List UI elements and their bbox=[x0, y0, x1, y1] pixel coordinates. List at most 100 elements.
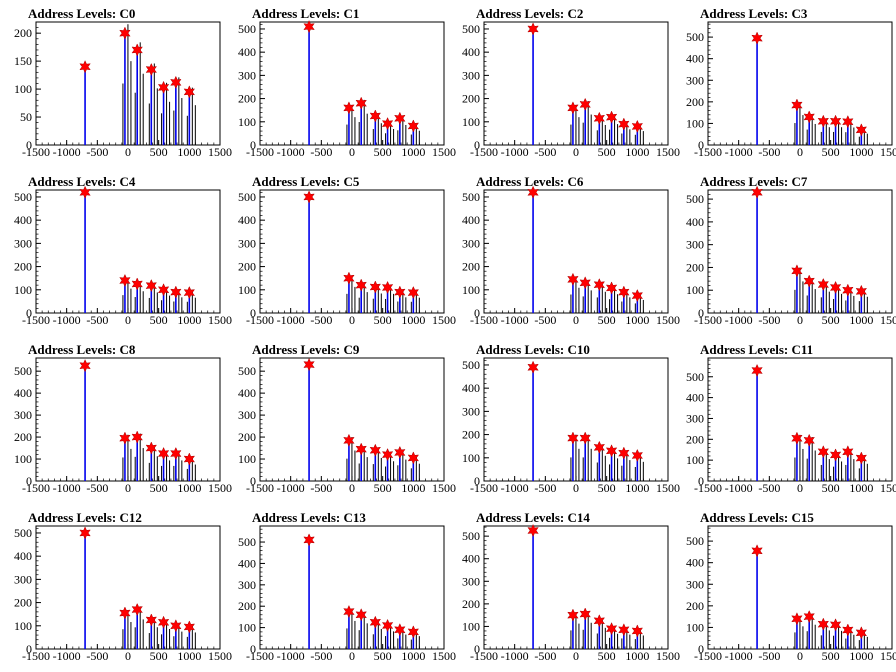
peak-star bbox=[803, 433, 815, 447]
x-tick-label: 500 bbox=[822, 481, 840, 495]
y-tick-label: 0 bbox=[250, 138, 256, 152]
chart-title: Address Levels: C14 bbox=[476, 510, 590, 525]
x-tick-label: 1000 bbox=[401, 313, 425, 327]
x-tick-label: 0 bbox=[573, 313, 579, 327]
chart-svg: Address Levels: C90100200300400500-1500-… bbox=[238, 342, 456, 495]
peak-star bbox=[343, 101, 355, 115]
chart-svg: Address Levels: C70100200300400500-1500-… bbox=[686, 174, 896, 327]
x-tick-label: 0 bbox=[349, 481, 355, 495]
x-tick-label: -1500 bbox=[246, 313, 274, 327]
y-tick-label: 200 bbox=[686, 432, 704, 446]
y-tick-label: 500 bbox=[686, 370, 704, 384]
peak-star bbox=[791, 98, 803, 112]
y-tick-label: 500 bbox=[462, 529, 480, 543]
y-tick-label: 300 bbox=[686, 411, 704, 425]
y-tick-label: 300 bbox=[238, 236, 256, 250]
peak-star bbox=[527, 523, 539, 538]
y-tick-label: 300 bbox=[462, 236, 480, 250]
peak-star bbox=[593, 614, 606, 628]
x-tick-label: 1500 bbox=[880, 649, 896, 663]
x-tick-label: 1000 bbox=[849, 145, 873, 159]
chart-svg: Address Levels: C12 0 100 200 300 400 500 -1500… bbox=[14, 510, 232, 663]
peak-star bbox=[631, 288, 644, 303]
y-tick-label: 200 bbox=[686, 599, 704, 613]
peak-star bbox=[817, 114, 830, 128]
chart-svg: Address Levels: C50100200300400500-1500-… bbox=[238, 174, 456, 327]
y-tick-label: 400 bbox=[14, 549, 32, 563]
x-tick-label: 0 bbox=[349, 649, 355, 663]
peak-star bbox=[131, 43, 143, 57]
x-tick-label: 0 bbox=[573, 145, 579, 159]
x-tick-label: -1000 bbox=[501, 145, 529, 159]
chart-panel-10: Address Levels: C10 0 100 200 300 400 500 -1500… bbox=[448, 336, 680, 504]
x-tick-label: 500 bbox=[150, 481, 168, 495]
y-tick-label: 100 bbox=[238, 452, 256, 466]
y-tick-label: 300 bbox=[462, 68, 480, 82]
y-tick-label: 500 bbox=[14, 526, 32, 540]
x-tick-label: -1500 bbox=[22, 649, 50, 663]
peak-star bbox=[842, 115, 854, 129]
peak-star bbox=[618, 446, 630, 460]
chart-panel-13: Address Levels: C13 0 100 200 300 400 500 -1500… bbox=[224, 504, 456, 672]
peak-star bbox=[343, 604, 355, 619]
x-tick-label: 1000 bbox=[401, 145, 425, 159]
peak-star bbox=[119, 431, 131, 445]
peak-star bbox=[119, 273, 131, 288]
y-tick-label: 100 bbox=[14, 82, 32, 96]
peak-star bbox=[355, 608, 367, 622]
x-tick-label: -500 bbox=[534, 481, 556, 495]
chart-svg: Address Levels: C20100200300400500-1500-… bbox=[462, 6, 680, 159]
y-tick-label: 300 bbox=[686, 73, 704, 87]
chart-title: Address Levels: C3 bbox=[700, 6, 808, 21]
x-tick-label: 500 bbox=[822, 313, 840, 327]
peak-star bbox=[369, 109, 382, 123]
x-tick-label: -1000 bbox=[501, 481, 529, 495]
peak-star bbox=[394, 623, 406, 637]
x-tick-label: -500 bbox=[758, 145, 780, 159]
x-tick-label: -500 bbox=[86, 313, 108, 327]
y-tick-label: 0 bbox=[26, 642, 32, 656]
x-tick-label: -500 bbox=[534, 145, 556, 159]
chart-svg: Address Levels: C10 0 100 200 300 400 500 -1500… bbox=[462, 342, 680, 495]
y-tick-label: 0 bbox=[698, 306, 704, 320]
y-tick-label: 100 bbox=[462, 619, 480, 633]
peak-star bbox=[157, 446, 170, 461]
peak-star bbox=[791, 431, 803, 445]
peak-star bbox=[829, 448, 842, 462]
y-tick-label: 500 bbox=[14, 364, 32, 378]
peak-star bbox=[527, 360, 539, 374]
peak-star bbox=[79, 60, 91, 74]
x-tick-label: 1500 bbox=[208, 145, 232, 159]
y-tick-label: 400 bbox=[462, 213, 480, 227]
peak-star bbox=[170, 619, 182, 633]
peak-star bbox=[579, 431, 591, 445]
chart-panel-7: Address Levels: C7 0 100 200 300 400 500 -1500-… bbox=[672, 168, 896, 336]
peak-star bbox=[817, 277, 830, 292]
x-tick-label: 500 bbox=[150, 313, 168, 327]
peak-star bbox=[369, 280, 382, 294]
y-tick-label: 0 bbox=[474, 306, 480, 320]
x-tick-label: -1000 bbox=[53, 145, 81, 159]
x-tick-label: -1000 bbox=[277, 481, 305, 495]
peak-star bbox=[605, 444, 618, 458]
x-tick-label: 1500 bbox=[880, 145, 896, 159]
y-tick-label: 0 bbox=[250, 642, 256, 656]
y-tick-label: 0 bbox=[26, 138, 32, 152]
peak-star bbox=[817, 617, 830, 631]
peak-star bbox=[119, 606, 131, 620]
chart-svg: Address Levels: C30100200300400500-1500-… bbox=[686, 6, 896, 159]
peak-star bbox=[145, 62, 158, 77]
y-tick-label: 500 bbox=[686, 30, 704, 44]
y-tick-label: 200 bbox=[686, 95, 704, 109]
y-tick-label: 100 bbox=[238, 115, 256, 129]
x-tick-label: -1500 bbox=[694, 481, 722, 495]
chart-title: Address Levels: C5 bbox=[252, 174, 360, 189]
x-tick-label: -500 bbox=[534, 313, 556, 327]
x-tick-label: 1000 bbox=[177, 145, 201, 159]
x-tick-label: 1500 bbox=[432, 313, 456, 327]
y-tick-label: 0 bbox=[474, 642, 480, 656]
peak-star bbox=[183, 85, 196, 99]
peak-star bbox=[145, 279, 158, 293]
peak-star bbox=[593, 440, 606, 454]
peak-star bbox=[791, 612, 803, 626]
